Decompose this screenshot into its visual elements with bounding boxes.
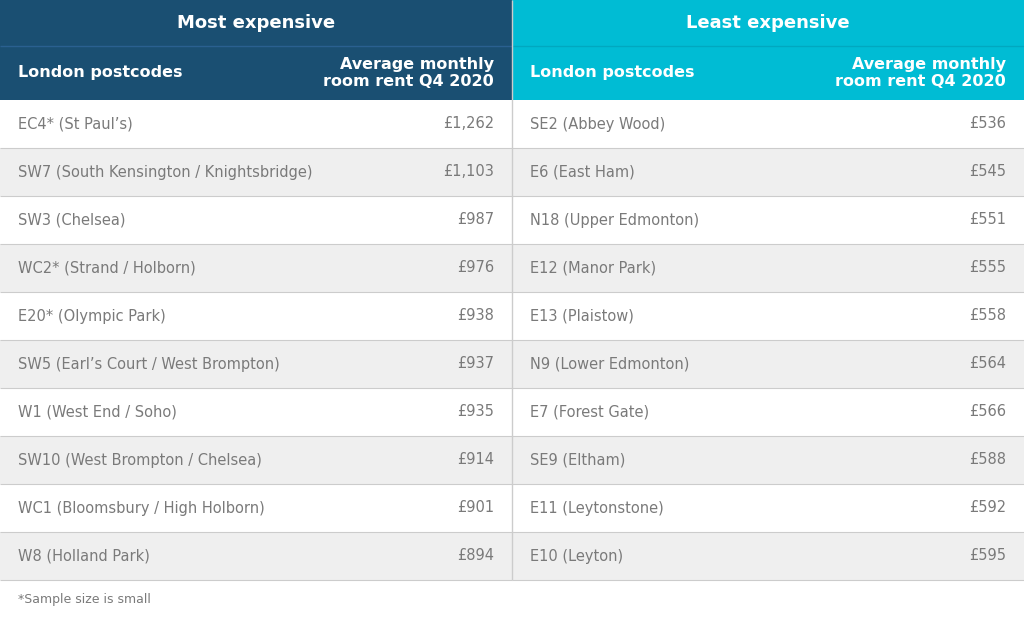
Text: £588: £588	[969, 452, 1006, 467]
Bar	[0, 46, 512, 100]
Text: £938: £938	[457, 308, 494, 323]
Bar	[0, 388, 512, 436]
Bar	[0, 484, 512, 532]
Text: E6 (East Ham): E6 (East Ham)	[530, 164, 635, 179]
Bar	[512, 244, 1024, 292]
Text: E12 (Manor Park): E12 (Manor Park)	[530, 260, 656, 275]
Bar	[0, 0, 512, 46]
Text: £564: £564	[969, 356, 1006, 371]
Text: £901: £901	[457, 500, 494, 515]
Text: £566: £566	[969, 404, 1006, 419]
Text: £976: £976	[457, 260, 494, 275]
Bar	[0, 532, 512, 580]
Text: *Sample size is small: *Sample size is small	[18, 593, 151, 607]
Text: Least expensive: Least expensive	[686, 14, 850, 32]
Bar	[512, 436, 1024, 484]
Text: £987: £987	[457, 212, 494, 227]
Text: £536: £536	[969, 116, 1006, 131]
Text: £894: £894	[457, 548, 494, 563]
Text: W1 (West End / Soho): W1 (West End / Soho)	[18, 404, 177, 419]
Bar	[0, 196, 512, 244]
Bar	[512, 292, 1024, 340]
Text: Most expensive: Most expensive	[177, 14, 335, 32]
Bar	[0, 244, 512, 292]
Bar	[512, 100, 1024, 148]
Bar	[0, 100, 512, 148]
Text: £545: £545	[969, 164, 1006, 179]
Bar	[512, 0, 1024, 46]
Text: £558: £558	[969, 308, 1006, 323]
Bar	[512, 196, 1024, 244]
Text: W8 (Holland Park): W8 (Holland Park)	[18, 548, 150, 563]
Bar	[0, 340, 512, 388]
Text: SW10 (West Brompton / Chelsea): SW10 (West Brompton / Chelsea)	[18, 452, 262, 467]
Text: £935: £935	[457, 404, 494, 419]
Text: E13 (Plaistow): E13 (Plaistow)	[530, 308, 634, 323]
Bar	[512, 148, 1024, 196]
Text: SW7 (South Kensington / Knightsbridge): SW7 (South Kensington / Knightsbridge)	[18, 164, 312, 179]
Text: WC1 (Bloomsbury / High Holborn): WC1 (Bloomsbury / High Holborn)	[18, 500, 265, 515]
Bar	[0, 436, 512, 484]
Bar	[512, 532, 1024, 580]
Text: SW5 (Earl’s Court / West Brompton): SW5 (Earl’s Court / West Brompton)	[18, 356, 280, 371]
Text: E20* (Olympic Park): E20* (Olympic Park)	[18, 308, 166, 323]
Bar	[512, 388, 1024, 436]
Text: £595: £595	[969, 548, 1006, 563]
Bar	[0, 292, 512, 340]
Text: E10 (Leyton): E10 (Leyton)	[530, 548, 624, 563]
Text: £1,103: £1,103	[443, 164, 494, 179]
Text: N9 (Lower Edmonton): N9 (Lower Edmonton)	[530, 356, 689, 371]
Bar	[512, 484, 1024, 532]
Text: Average monthly
room rent Q4 2020: Average monthly room rent Q4 2020	[836, 57, 1006, 89]
Bar	[512, 46, 1024, 100]
Text: N18 (Upper Edmonton): N18 (Upper Edmonton)	[530, 212, 699, 227]
Text: E11 (Leytonstone): E11 (Leytonstone)	[530, 500, 664, 515]
Text: £551: £551	[969, 212, 1006, 227]
Text: £1,262: £1,262	[442, 116, 494, 131]
Text: Average monthly
room rent Q4 2020: Average monthly room rent Q4 2020	[324, 57, 494, 89]
Text: EC4* (St Paul’s): EC4* (St Paul’s)	[18, 116, 133, 131]
Text: E7 (Forest Gate): E7 (Forest Gate)	[530, 404, 649, 419]
Text: SE2 (Abbey Wood): SE2 (Abbey Wood)	[530, 116, 666, 131]
Bar	[512, 340, 1024, 388]
Bar	[0, 148, 512, 196]
Text: £555: £555	[969, 260, 1006, 275]
Text: SE9 (Eltham): SE9 (Eltham)	[530, 452, 626, 467]
Text: £937: £937	[457, 356, 494, 371]
Text: WC2* (Strand / Holborn): WC2* (Strand / Holborn)	[18, 260, 196, 275]
Text: London postcodes: London postcodes	[18, 65, 182, 81]
Text: SW3 (Chelsea): SW3 (Chelsea)	[18, 212, 126, 227]
Text: £592: £592	[969, 500, 1006, 515]
Text: £914: £914	[457, 452, 494, 467]
Text: London postcodes: London postcodes	[530, 65, 694, 81]
